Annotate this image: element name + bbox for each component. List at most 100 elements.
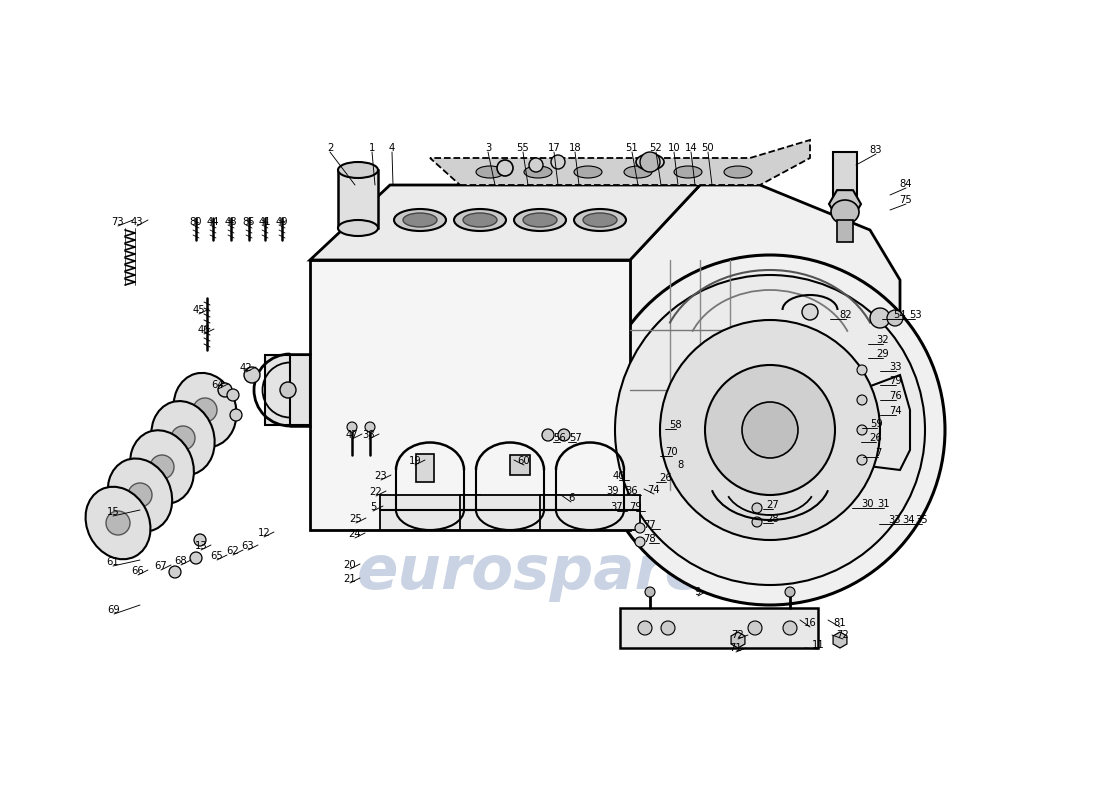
Ellipse shape (574, 209, 626, 231)
FancyBboxPatch shape (460, 495, 560, 530)
Text: 80: 80 (189, 217, 202, 227)
Circle shape (106, 511, 130, 535)
Text: 37: 37 (610, 502, 624, 512)
Polygon shape (860, 375, 910, 470)
Text: 85: 85 (243, 217, 255, 227)
Text: 45: 45 (192, 305, 206, 315)
Text: 6: 6 (568, 493, 574, 503)
Text: 18: 18 (569, 143, 581, 153)
Circle shape (887, 310, 903, 326)
Text: 30: 30 (861, 499, 875, 509)
Ellipse shape (522, 213, 557, 227)
FancyBboxPatch shape (338, 170, 378, 228)
Circle shape (870, 308, 890, 328)
Text: 74: 74 (890, 406, 902, 416)
Text: 59: 59 (870, 419, 883, 429)
Circle shape (705, 365, 835, 495)
Circle shape (635, 523, 645, 533)
Circle shape (661, 621, 675, 635)
Text: 74: 74 (648, 485, 660, 495)
Ellipse shape (454, 209, 506, 231)
Text: 38: 38 (363, 430, 375, 440)
Text: 15: 15 (107, 507, 120, 517)
Text: 79: 79 (890, 376, 902, 386)
Text: 48: 48 (224, 217, 238, 227)
Ellipse shape (583, 213, 617, 227)
Polygon shape (430, 140, 810, 185)
Text: 54: 54 (893, 310, 905, 320)
Text: 63: 63 (242, 541, 254, 551)
Text: 62: 62 (227, 546, 240, 556)
Circle shape (752, 517, 762, 527)
Circle shape (783, 621, 798, 635)
Text: 17: 17 (548, 143, 560, 153)
Circle shape (752, 503, 762, 513)
Text: 21: 21 (343, 574, 356, 584)
Text: 10: 10 (668, 143, 680, 153)
Text: eurospares: eurospares (356, 542, 744, 602)
Circle shape (497, 160, 513, 176)
Text: 72: 72 (837, 630, 849, 640)
Text: 13: 13 (195, 541, 207, 551)
Polygon shape (265, 355, 310, 425)
Text: 35: 35 (915, 515, 928, 525)
Ellipse shape (403, 213, 437, 227)
Ellipse shape (476, 166, 504, 178)
Circle shape (192, 398, 217, 422)
Circle shape (640, 152, 660, 172)
Text: 53: 53 (909, 310, 922, 320)
Circle shape (190, 552, 202, 564)
FancyBboxPatch shape (416, 454, 434, 482)
Text: 42: 42 (240, 363, 252, 373)
Text: 55: 55 (517, 143, 529, 153)
Text: 69: 69 (108, 605, 120, 615)
Circle shape (645, 587, 654, 597)
Circle shape (635, 537, 645, 547)
Text: 83: 83 (870, 145, 882, 155)
Text: 75: 75 (900, 195, 912, 205)
Text: 46: 46 (198, 325, 210, 335)
Text: 58: 58 (670, 420, 682, 430)
Ellipse shape (574, 166, 602, 178)
Circle shape (280, 382, 296, 398)
Text: 4: 4 (389, 143, 395, 153)
Text: 28: 28 (767, 514, 779, 524)
Circle shape (170, 426, 195, 450)
FancyBboxPatch shape (620, 608, 818, 648)
Text: 2: 2 (327, 143, 333, 153)
Text: 66: 66 (132, 566, 144, 576)
Text: 43: 43 (131, 217, 143, 227)
Circle shape (551, 155, 565, 169)
FancyBboxPatch shape (833, 152, 857, 200)
Ellipse shape (524, 166, 552, 178)
Polygon shape (310, 260, 630, 530)
Circle shape (128, 483, 152, 507)
Text: 32: 32 (877, 335, 889, 345)
Text: 73: 73 (112, 217, 124, 227)
Text: 22: 22 (370, 487, 383, 497)
Text: 57: 57 (570, 433, 582, 443)
Text: 72: 72 (732, 630, 745, 640)
Text: 1: 1 (368, 143, 375, 153)
Text: 7: 7 (874, 448, 881, 458)
Text: 49: 49 (276, 217, 288, 227)
Text: 82: 82 (839, 310, 853, 320)
Text: 5: 5 (370, 502, 376, 512)
Text: 29: 29 (877, 349, 890, 359)
Circle shape (785, 587, 795, 597)
Circle shape (615, 275, 925, 585)
Ellipse shape (174, 373, 236, 447)
Circle shape (365, 422, 375, 432)
Ellipse shape (724, 166, 752, 178)
Ellipse shape (86, 486, 151, 559)
Text: 41: 41 (258, 217, 272, 227)
Circle shape (244, 367, 260, 383)
Ellipse shape (674, 166, 702, 178)
Circle shape (857, 395, 867, 405)
Text: 67: 67 (155, 561, 167, 571)
Text: 40: 40 (613, 471, 625, 481)
Text: 14: 14 (684, 143, 697, 153)
Circle shape (169, 566, 182, 578)
Text: 44: 44 (207, 217, 219, 227)
Circle shape (194, 534, 206, 546)
